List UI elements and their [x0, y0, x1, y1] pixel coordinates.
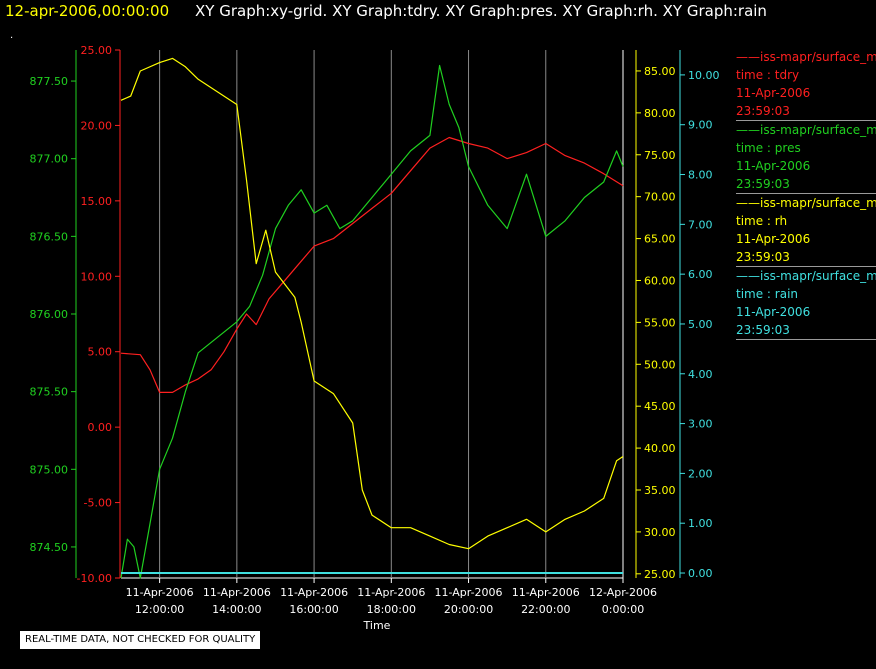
legend-date: 11-Apr-2006 [736, 86, 811, 100]
rain-axis-tick-label: 2.00 [688, 467, 713, 480]
pres-axis-tick-label: 875.00 [30, 463, 69, 476]
rh-axis-tick-label: 80.00 [644, 107, 676, 120]
rh-series-line [120, 57, 624, 550]
x-tick-label-date: 11-Apr-2006 [357, 586, 425, 599]
x-tick-label-date: 11-Apr-2006 [435, 586, 503, 599]
legend-source: ——iss-mapr/surface_m [736, 50, 876, 64]
legend-time: 23:59:03 [736, 250, 790, 264]
legend-variable: time : rh [736, 214, 788, 228]
legend-source: ——iss-mapr/surface_m [736, 196, 876, 210]
x-tick-label-time: 16:00:00 [289, 603, 338, 616]
legend-dash: —— [736, 269, 760, 283]
legend-time: 23:59:03 [736, 104, 790, 118]
rain-axis-tick-label: 4.00 [688, 368, 713, 381]
legend-entry-rh: ——iss-mapr/surface_m time : rh 11-Apr-20… [736, 194, 876, 267]
legend-entry-tdry: ——iss-mapr/surface_m time : tdry 11-Apr-… [736, 48, 876, 121]
header-dot: . [10, 30, 14, 41]
tdry-axis-tick-label: 5.00 [88, 346, 113, 359]
rh-axis-tick-label: 35.00 [644, 484, 676, 497]
x-tick-label-time: 0:00:00 [602, 603, 644, 616]
rain-axis-tick-label: 1.00 [688, 517, 713, 530]
tdry-axis-tick-label: 15.00 [81, 195, 113, 208]
grid-layer [121, 50, 624, 579]
legend-date: 11-Apr-2006 [736, 159, 811, 173]
pres-axis-tick-label: 874.50 [30, 541, 69, 554]
rh-axis-tick-label: 70.00 [644, 191, 676, 204]
tdry-axis-tick-label: -5.00 [84, 497, 112, 510]
rh-axis-tick-label: 65.00 [644, 233, 676, 246]
rh-axis-tick-label: 25.00 [644, 568, 676, 581]
axes-layer: 11-Apr-2006 12:00:00 11-Apr-2006 14:00:00 11… [30, 44, 720, 616]
x-tick-label-date: 11-Apr-2006 [512, 586, 580, 599]
tdry-axis-tick-label: 25.00 [81, 44, 113, 57]
x-tick-label-time: 12:00:00 [135, 603, 184, 616]
legend-dash: —— [736, 50, 760, 64]
x-tick-label-time: 20:00:00 [444, 603, 493, 616]
rh-axis-tick-label: 55.00 [644, 316, 676, 329]
legend-dash: —— [736, 196, 760, 210]
quality-notice: REAL-TIME DATA, NOT CHECKED FOR QUALITY [20, 631, 261, 649]
pres-axis-tick-label: 877.00 [30, 153, 69, 166]
legend-dash: —— [736, 123, 760, 137]
legend-variable: time : pres [736, 141, 801, 155]
legend-panel: ——iss-mapr/surface_m time : tdry 11-Apr-… [736, 48, 876, 340]
tdry-series-line [120, 136, 624, 393]
x-tick-label-time: 18:00:00 [367, 603, 416, 616]
legend-entry-pres: ——iss-mapr/surface_m time : pres 11-Apr-… [736, 121, 876, 194]
rh-axis-tick-label: 50.00 [644, 358, 676, 371]
x-axis-label: Time [363, 619, 391, 632]
rain-axis-tick-label: 6.00 [688, 268, 713, 281]
x-tick-label-time: 22:00:00 [521, 603, 570, 616]
pres-series-line [120, 64, 624, 579]
pres-axis-tick-label: 875.50 [30, 386, 69, 399]
rain-axis-tick-label: 5.00 [688, 318, 713, 331]
rh-axis-tick-label: 60.00 [644, 274, 676, 287]
tdry-axis-tick-label: 20.00 [81, 119, 113, 132]
pres-axis-tick-label: 876.50 [30, 230, 69, 243]
x-tick-label-time: 14:00:00 [212, 603, 261, 616]
rh-axis-tick-label: 85.00 [644, 65, 676, 78]
legend-source: ——iss-mapr/surface_m [736, 269, 876, 283]
rh-axis-tick-label: 75.00 [644, 149, 676, 162]
header-date: 12-apr-2006,00:00:00 [5, 2, 170, 20]
tdry-axis-tick-label: 0.00 [88, 421, 113, 434]
rh-axis-tick-label: 30.00 [644, 526, 676, 539]
rain-axis-tick-label: 7.00 [688, 218, 713, 231]
rain-axis-tick-label: 8.00 [688, 169, 713, 182]
x-tick-label-date: 11-Apr-2006 [203, 586, 271, 599]
pres-axis-tick-label: 877.50 [30, 75, 69, 88]
legend-date: 11-Apr-2006 [736, 305, 811, 319]
x-tick-label-date: 12-Apr-2006 [589, 586, 657, 599]
legend-source: ——iss-mapr/surface_m [736, 123, 876, 137]
rh-axis-tick-label: 45.00 [644, 400, 676, 413]
legend-variable: time : tdry [736, 68, 800, 82]
pres-axis-tick-label: 876.00 [30, 308, 69, 321]
rh-axis-tick-label: 40.00 [644, 442, 676, 455]
legend-variable: time : rain [736, 287, 799, 301]
title-bar: 12-apr-2006,00:00:00 XY Graph:xy-grid. X… [0, 2, 876, 28]
rain-axis-tick-label: 3.00 [688, 418, 713, 431]
tdry-axis-tick-label: 10.00 [81, 270, 113, 283]
legend-date: 11-Apr-2006 [736, 232, 811, 246]
legend-time: 23:59:03 [736, 177, 790, 191]
rain-axis-tick-label: 0.00 [688, 567, 713, 580]
rain-axis-tick-label: 10.00 [688, 69, 720, 82]
legend-time: 23:59:03 [736, 323, 790, 337]
series-layer [120, 57, 624, 579]
header-graph-list: XY Graph:xy-grid. XY Graph:tdry. XY Grap… [195, 2, 767, 20]
rain-axis-tick-label: 9.00 [688, 119, 713, 132]
x-tick-label-date: 11-Apr-2006 [280, 586, 348, 599]
x-tick-label-date: 11-Apr-2006 [126, 586, 194, 599]
legend-entry-rain: ——iss-mapr/surface_m time : rain 11-Apr-… [736, 267, 876, 340]
tdry-axis-tick-label: -10.00 [77, 572, 112, 585]
